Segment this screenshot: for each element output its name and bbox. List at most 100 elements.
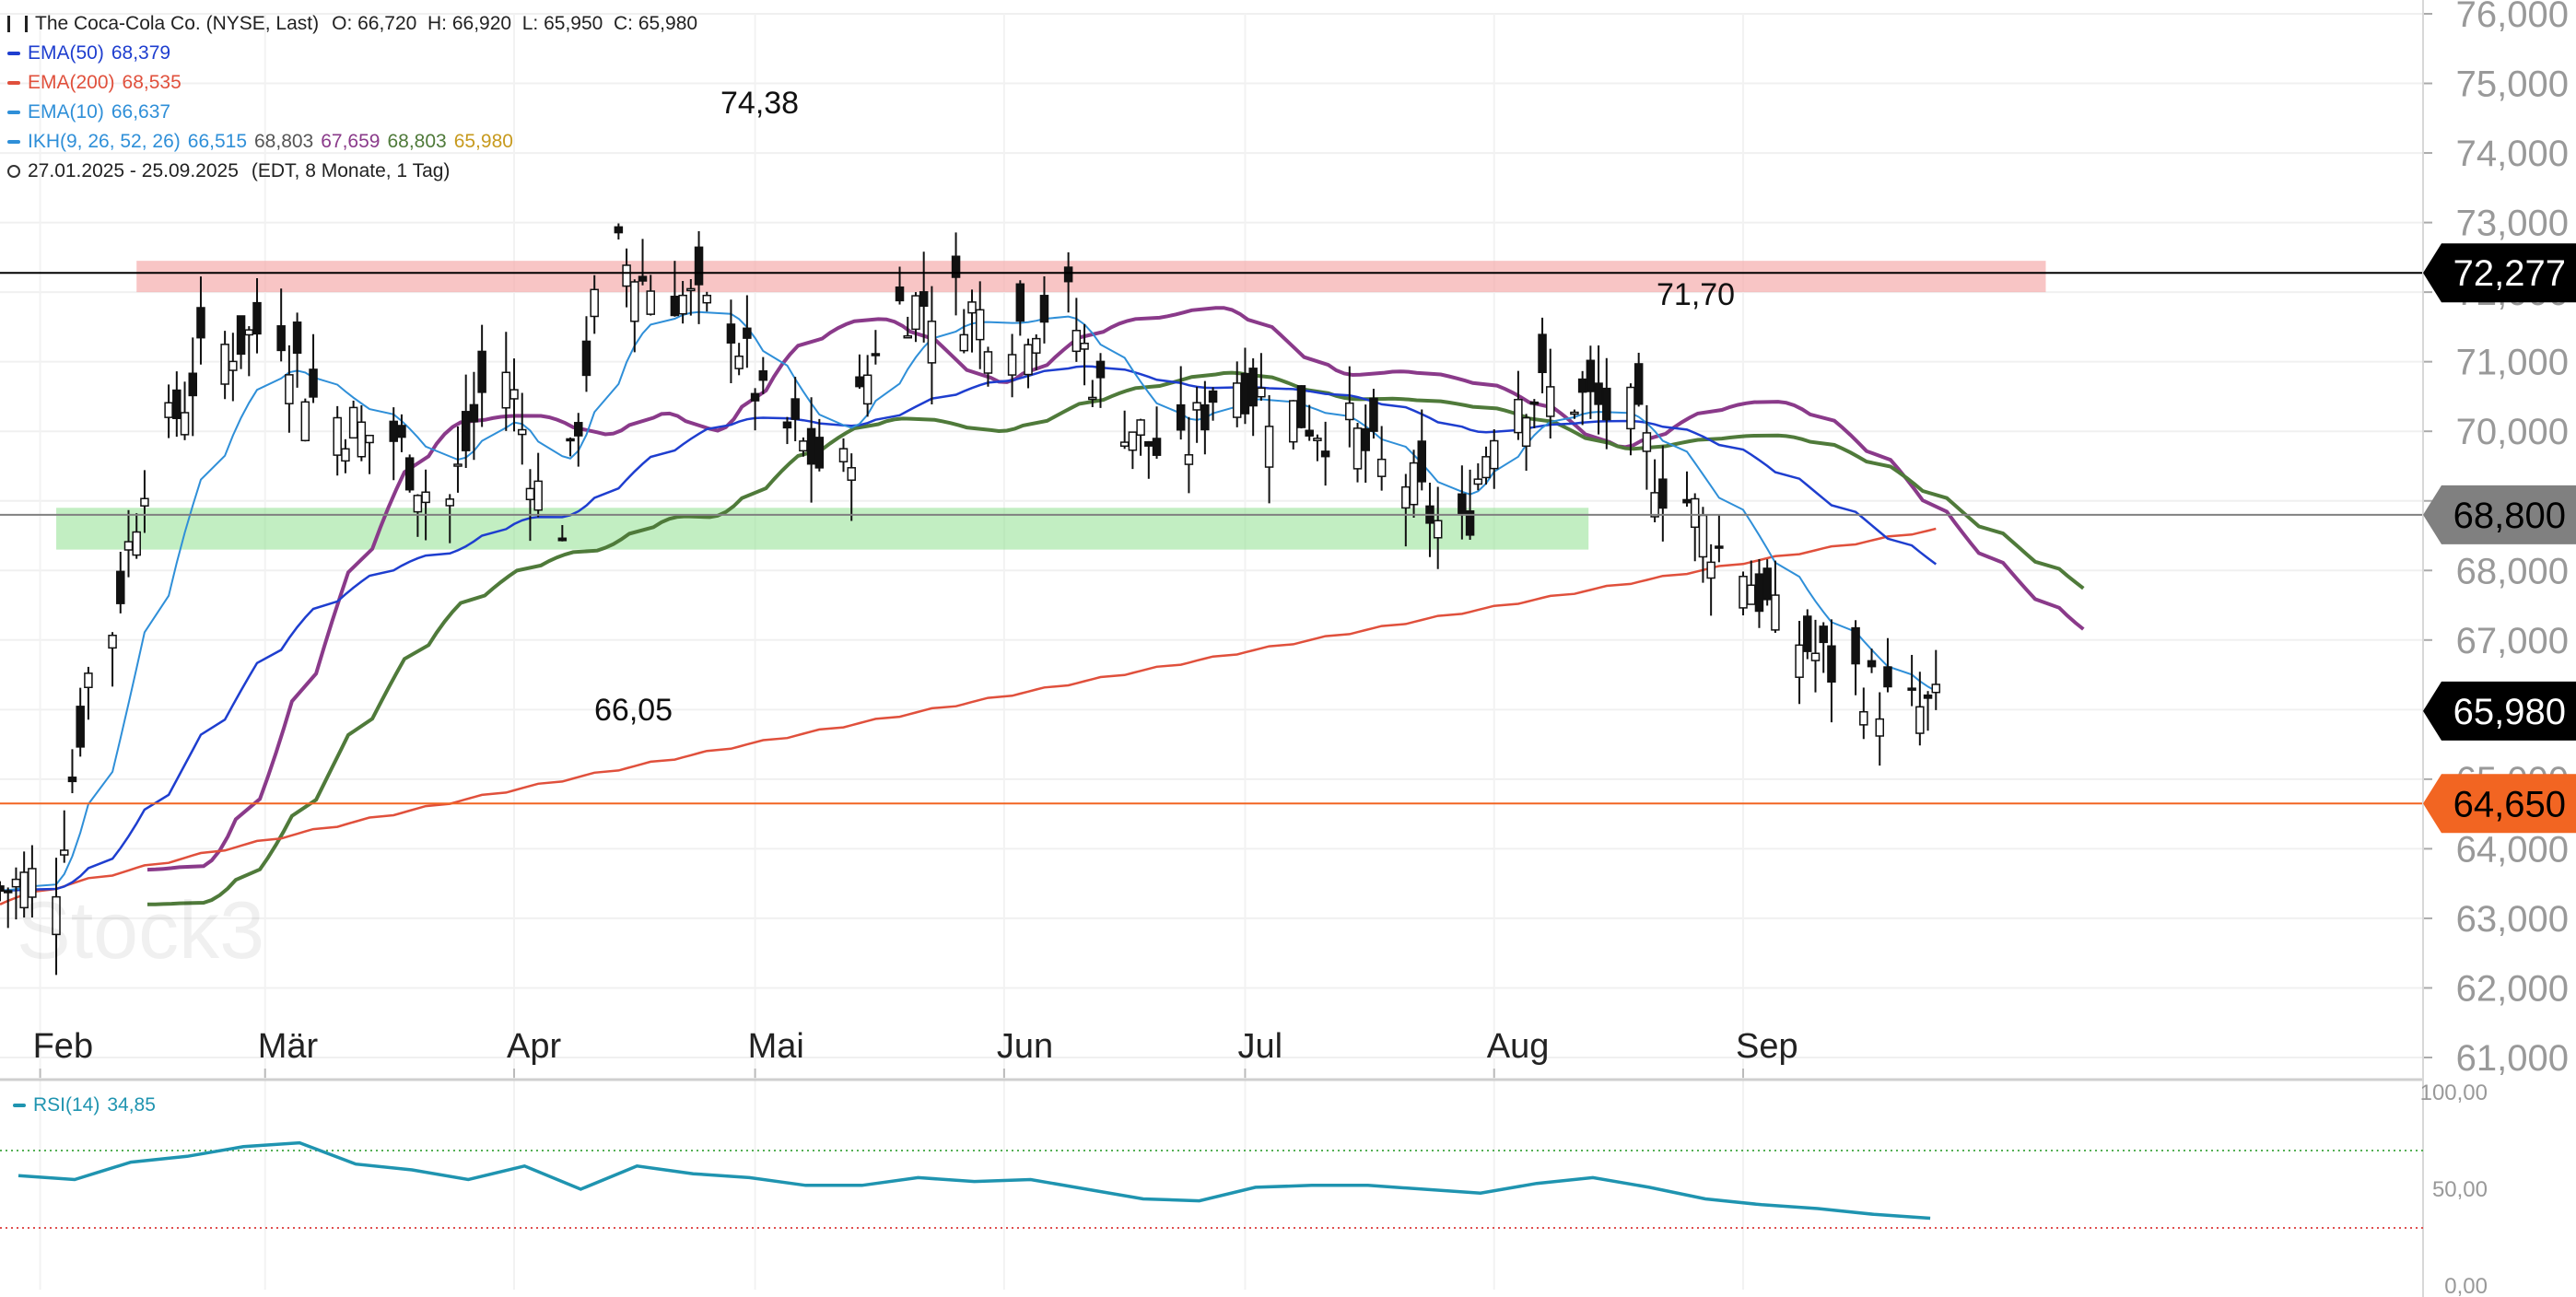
legend-label: EMA(200)	[28, 72, 115, 93]
candle-body	[389, 420, 398, 442]
candle-body	[799, 440, 808, 452]
candle-body	[67, 777, 77, 783]
candle-body	[782, 421, 792, 429]
rsi-tick-label: 100,00	[2420, 1081, 2488, 1105]
y-tick-label: 74,000	[2456, 134, 2569, 174]
candle-body	[1626, 386, 1635, 430]
ohlc-values: O: 66,720 H: 66,920 L: 65,950 C: 65,980	[332, 13, 698, 34]
legend-swatch	[7, 52, 20, 55]
candle-body	[903, 334, 912, 339]
legend-label: EMA(50)	[28, 42, 104, 64]
candle-body	[1417, 440, 1427, 483]
candle-body	[1682, 498, 1692, 504]
resistance-zone	[136, 261, 2046, 293]
horizontal-lines	[0, 272, 2423, 805]
price-tag-bg	[2423, 774, 2576, 834]
legend-row[interactable]: IKH(9, 26, 52, 26) 66,515 68,803 67,659 68,8…	[7, 127, 697, 157]
candle-body	[509, 389, 519, 400]
legend-value: 67,659	[321, 131, 381, 152]
candle-body	[1088, 396, 1097, 401]
candle-body	[1128, 431, 1138, 451]
candle-body	[1401, 485, 1411, 509]
legend-value: 66,637	[111, 101, 171, 123]
candle-body	[1144, 440, 1153, 447]
candle-body	[1208, 390, 1218, 403]
candle-body	[1433, 520, 1443, 539]
candle-body	[244, 329, 254, 336]
candle-body	[614, 226, 624, 234]
candle-body	[84, 672, 93, 689]
annotation-high: 74,38	[720, 86, 799, 121]
legend-label: EMA(10)	[28, 101, 104, 123]
price-tag-bg	[2423, 243, 2576, 303]
candle-body	[1690, 497, 1700, 529]
candle-body	[140, 497, 149, 507]
candle-body	[1015, 283, 1025, 322]
candle-body	[285, 374, 294, 404]
candle-body	[1762, 567, 1772, 601]
candle-body	[300, 401, 310, 442]
price-tag-label: 68,800	[2453, 496, 2566, 536]
candle-body	[1771, 594, 1780, 631]
candle-body	[1032, 337, 1041, 354]
candle-body	[574, 422, 583, 437]
candle-body	[726, 323, 736, 344]
price-tag-bg	[2423, 485, 2576, 544]
candle-body	[1152, 438, 1162, 456]
candle-body	[1305, 429, 1314, 437]
candle-body	[188, 372, 198, 397]
candle-body	[309, 368, 318, 398]
candle-body	[1803, 615, 1812, 652]
candle-body	[847, 467, 856, 481]
legend-row[interactable]: EMA(200) 68,535	[7, 68, 697, 98]
candle-body	[702, 294, 712, 304]
annotation-peak: 71,70	[1657, 277, 1735, 312]
price-tag-label: 72,277	[2453, 253, 2566, 294]
y-tick-label: 63,000	[2456, 899, 2569, 940]
candle-body	[1361, 427, 1370, 451]
candle-body	[1577, 378, 1587, 393]
candle-body	[1376, 458, 1387, 477]
candle-body	[1248, 368, 1258, 407]
candle-body	[1409, 462, 1419, 506]
ichimoku-cloud	[146, 306, 2085, 906]
candle-body	[220, 344, 229, 385]
y-tick-label: 73,000	[2456, 204, 2569, 244]
candlesticks	[0, 223, 1941, 976]
candle-body	[566, 438, 575, 442]
candle-body	[951, 255, 961, 278]
candle-body	[1754, 573, 1764, 613]
candle-body	[348, 406, 358, 439]
candle-body	[1810, 652, 1821, 661]
candle-body	[1642, 432, 1652, 452]
legend-label: IKH(9, 26, 52, 26)	[28, 131, 181, 152]
candle-body	[1320, 450, 1330, 458]
instrument-title[interactable]: The Coca-Cola Co. (NYSE, Last)	[35, 13, 320, 34]
candle-body	[1136, 419, 1145, 437]
candle-body	[734, 355, 744, 369]
candle-body	[1369, 397, 1378, 432]
candle-body	[1465, 510, 1475, 536]
y-tick-label: 62,000	[2456, 968, 2569, 1009]
rsi-legend: RSI(14) 34,85	[13, 1094, 156, 1116]
legend-row[interactable]: EMA(10) 66,637	[7, 98, 697, 127]
rsi-label: RSI(14)	[33, 1094, 100, 1116]
candle-body	[1184, 454, 1194, 465]
candle-body	[397, 425, 406, 438]
y-tick-label: 64,000	[2456, 829, 2569, 870]
candle-body	[292, 321, 302, 355]
y-tick-label: 70,000	[2456, 412, 2569, 452]
candle-body	[252, 301, 262, 335]
legend-row[interactable]: EMA(50) 68,379	[7, 39, 697, 68]
x-tick-label: Mär	[258, 1027, 319, 1066]
candle-body	[1715, 545, 1724, 549]
candle-body	[365, 434, 374, 444]
candle-body	[469, 403, 479, 423]
candle-body	[413, 495, 423, 513]
candle-body	[743, 327, 752, 339]
price-tag-label: 65,980	[2453, 692, 2566, 732]
candle-body	[172, 389, 181, 419]
candle-body	[1345, 402, 1354, 421]
ichimoku-span-b	[146, 370, 2085, 906]
